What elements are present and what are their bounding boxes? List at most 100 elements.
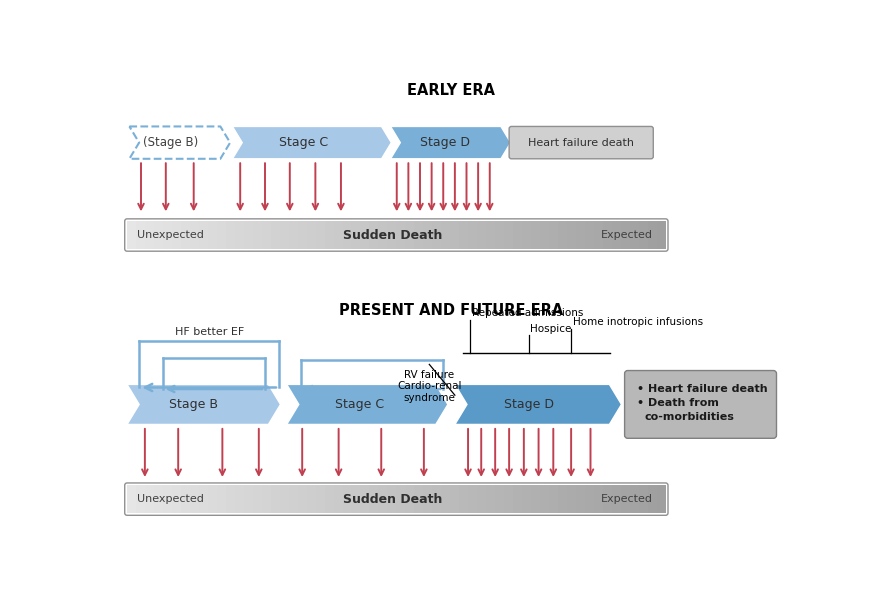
Bar (351, 221, 361, 249)
Bar (199, 485, 209, 513)
Bar (306, 485, 316, 513)
Bar (235, 221, 244, 249)
Bar (387, 221, 397, 249)
Bar (396, 221, 406, 249)
Bar (549, 485, 558, 513)
Bar (630, 221, 639, 249)
Text: Stage C: Stage C (335, 398, 384, 411)
Bar (656, 485, 666, 513)
Bar (261, 485, 271, 513)
Bar (289, 221, 298, 249)
Bar (468, 221, 478, 249)
Text: Sudden Death: Sudden Death (343, 492, 443, 506)
Bar (253, 485, 262, 513)
Bar (199, 221, 209, 249)
Bar (648, 221, 657, 249)
Bar (441, 485, 451, 513)
Bar (594, 485, 603, 513)
Bar (459, 221, 468, 249)
Bar (306, 221, 316, 249)
Bar (603, 485, 612, 513)
FancyBboxPatch shape (510, 126, 653, 159)
Bar (235, 485, 244, 513)
Bar (163, 221, 172, 249)
Bar (127, 221, 136, 249)
Bar (361, 221, 370, 249)
Bar (253, 221, 262, 249)
Bar (271, 485, 280, 513)
Bar (441, 221, 451, 249)
Text: Home inotropic infusions: Home inotropic infusions (573, 318, 703, 327)
Bar (576, 485, 585, 513)
Text: Stage D: Stage D (503, 398, 554, 411)
Bar (297, 221, 307, 249)
Bar (136, 221, 145, 249)
Bar (576, 221, 585, 249)
Text: RV failure
Cardio-renal
syndrome: RV failure Cardio-renal syndrome (397, 370, 461, 403)
Text: (Stage B): (Stage B) (143, 136, 198, 149)
Polygon shape (455, 384, 621, 425)
Bar (477, 221, 487, 249)
Bar (244, 485, 253, 513)
Bar (558, 485, 568, 513)
Bar (387, 485, 397, 513)
Bar (216, 485, 226, 513)
Bar (271, 221, 280, 249)
Bar (406, 485, 414, 513)
Text: Unexpected: Unexpected (137, 230, 204, 240)
Bar (280, 221, 289, 249)
Bar (181, 485, 190, 513)
Bar (630, 485, 639, 513)
Text: EARLY ERA: EARLY ERA (407, 82, 495, 98)
Bar (585, 485, 594, 513)
Bar (190, 221, 199, 249)
Text: Stage B: Stage B (169, 398, 218, 411)
Bar (370, 485, 378, 513)
Bar (145, 221, 154, 249)
Bar (540, 485, 549, 513)
Text: Repeated admissions: Repeated admissions (472, 308, 583, 318)
Bar (612, 485, 621, 513)
Bar (172, 485, 181, 513)
Bar (226, 221, 235, 249)
Polygon shape (391, 126, 510, 159)
Text: Hospice: Hospice (530, 324, 571, 334)
Text: co-morbidities: co-morbidities (645, 412, 735, 422)
Polygon shape (232, 126, 392, 159)
Bar (504, 221, 513, 249)
Bar (342, 221, 352, 249)
Bar (522, 485, 532, 513)
Bar (342, 485, 352, 513)
Text: HF better EF: HF better EF (174, 327, 244, 337)
Bar (432, 221, 442, 249)
Bar (316, 221, 325, 249)
Bar (351, 485, 361, 513)
Bar (244, 221, 253, 249)
Polygon shape (287, 384, 448, 425)
Bar (208, 485, 217, 513)
Text: Stage D: Stage D (420, 136, 470, 149)
Bar (567, 485, 576, 513)
Bar (620, 485, 630, 513)
Bar (531, 485, 540, 513)
Bar (522, 221, 532, 249)
Bar (486, 485, 495, 513)
Text: PRESENT AND FUTURE ERA: PRESENT AND FUTURE ERA (339, 303, 563, 318)
Bar (334, 221, 343, 249)
Text: Sudden Death: Sudden Death (343, 229, 443, 241)
Bar (127, 485, 136, 513)
Text: Stage C: Stage C (279, 136, 328, 149)
Bar (459, 485, 468, 513)
Bar (325, 221, 334, 249)
Bar (620, 221, 630, 249)
Bar (370, 221, 378, 249)
Bar (558, 221, 568, 249)
Bar (477, 485, 487, 513)
Bar (513, 485, 523, 513)
Bar (406, 221, 414, 249)
Bar (325, 485, 334, 513)
Bar (540, 221, 549, 249)
Bar (414, 221, 423, 249)
Bar (513, 221, 523, 249)
Bar (289, 485, 298, 513)
